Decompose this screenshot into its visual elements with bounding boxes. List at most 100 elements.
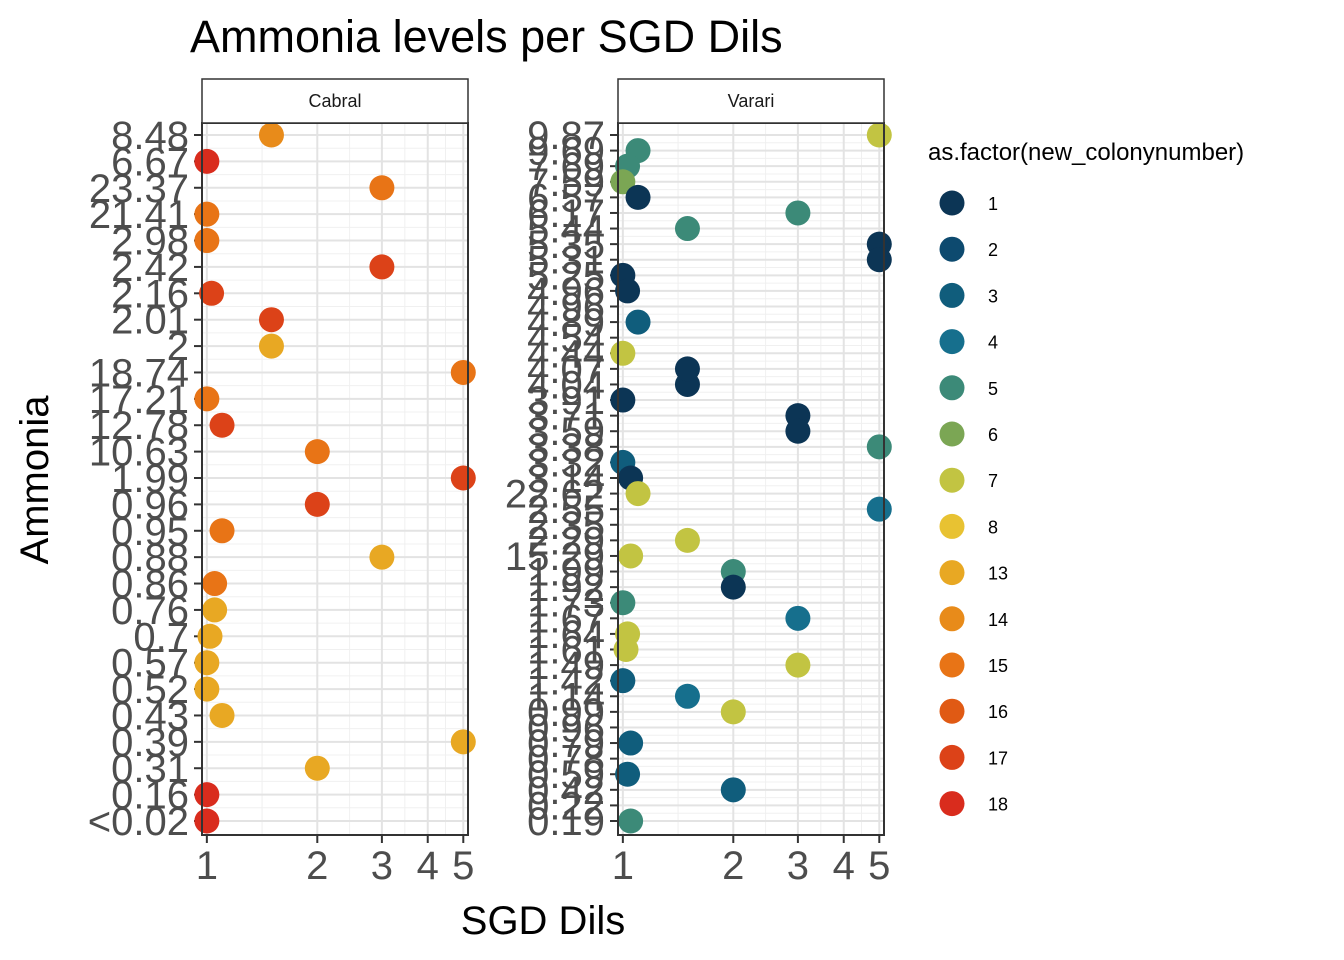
data-point bbox=[785, 605, 811, 631]
y-tick-label: 12.78 bbox=[89, 404, 189, 448]
legend-key bbox=[939, 744, 965, 770]
y-tick-label: 4.96 bbox=[527, 270, 605, 314]
data-point bbox=[625, 481, 651, 507]
legend-label: 7 bbox=[988, 471, 998, 491]
data-point bbox=[209, 412, 235, 438]
data-point bbox=[674, 527, 700, 553]
y-tick-label: 9.69 bbox=[527, 130, 605, 174]
data-point bbox=[625, 184, 651, 210]
x-tick-label: 2 bbox=[306, 844, 328, 888]
y-tick-label: 1.92 bbox=[527, 566, 605, 610]
data-point bbox=[202, 597, 228, 623]
x-tick-label: 2 bbox=[722, 844, 744, 888]
y-tick-label: 0.96 bbox=[527, 706, 605, 750]
x-tick-label: 4 bbox=[417, 844, 439, 888]
data-point bbox=[258, 122, 284, 148]
y-tick-label: 2 bbox=[167, 325, 189, 369]
y-tick-label: 0.31 bbox=[111, 747, 189, 791]
panels: 8.486.6723.3721.412.982.422.162.01218.74… bbox=[88, 78, 892, 888]
y-tick-label: 6.67 bbox=[111, 140, 189, 184]
x-tick-label: 1 bbox=[612, 844, 634, 888]
x-tick-label: 3 bbox=[371, 844, 393, 888]
y-tick-label: 2.35 bbox=[527, 504, 605, 548]
data-point bbox=[369, 544, 395, 570]
y-tick-label: 0.79 bbox=[527, 722, 605, 766]
y-tick-label: 0.76 bbox=[111, 589, 189, 633]
y-tick-label: 0.52 bbox=[111, 668, 189, 712]
y-tick-label: 2.01 bbox=[111, 299, 189, 343]
y-tick-label: 3.91 bbox=[527, 379, 605, 423]
data-point bbox=[369, 254, 395, 280]
strip bbox=[201, 78, 469, 124]
y-tick-label: 0.57 bbox=[111, 642, 189, 686]
legend-title: as.factor(new_colonynumber) bbox=[928, 139, 1244, 166]
y-tick-label: 6.17 bbox=[527, 192, 605, 236]
y-axis-title: Ammonia bbox=[13, 395, 57, 565]
legend-key bbox=[939, 329, 965, 355]
y-tick-label: 0.42 bbox=[527, 769, 605, 813]
y-tick-label: 6.57 bbox=[527, 176, 605, 220]
y-tick-label: 4.54 bbox=[527, 317, 605, 361]
legend-key bbox=[939, 606, 965, 632]
data-point bbox=[209, 518, 235, 544]
y-tick-label: 0.99 bbox=[527, 691, 605, 735]
data-point bbox=[610, 387, 636, 413]
data-point bbox=[674, 356, 700, 382]
data-point bbox=[194, 386, 220, 412]
legend-label: 16 bbox=[988, 702, 1008, 722]
y-tick-label: 10.63 bbox=[89, 431, 189, 475]
data-point bbox=[613, 637, 639, 662]
y-tick-label: 1.42 bbox=[527, 660, 605, 704]
legend-label: 14 bbox=[988, 610, 1008, 630]
legend: as.factor(new_colonynumber) 1 2 3 4 5 6 7 8 13 14… bbox=[928, 139, 1244, 817]
data-point bbox=[610, 340, 636, 366]
y-tick-label: 22.62 bbox=[505, 473, 605, 517]
data-point bbox=[197, 623, 223, 649]
data-point bbox=[199, 280, 225, 306]
legend-key bbox=[939, 421, 965, 447]
y-tick-label: 0.88 bbox=[111, 536, 189, 580]
data-point bbox=[720, 574, 746, 600]
x-tick-label: 1 bbox=[196, 844, 218, 888]
data-point bbox=[720, 699, 746, 725]
y-tick-label: 9.87 bbox=[527, 114, 605, 158]
y-tick-label: 1.61 bbox=[527, 629, 605, 673]
strip bbox=[617, 78, 885, 124]
strip-label: Cabral bbox=[308, 91, 361, 111]
data-point bbox=[618, 543, 644, 569]
chart-title: Ammonia levels per SGD Dils bbox=[190, 11, 783, 62]
y-tick-label: 2.55 bbox=[527, 488, 605, 532]
data-point bbox=[674, 683, 700, 709]
data-point bbox=[194, 228, 220, 254]
data-point bbox=[258, 307, 284, 333]
data-point bbox=[785, 418, 811, 444]
legend-label: 4 bbox=[988, 333, 998, 353]
y-tick-label: 18.74 bbox=[89, 351, 189, 395]
legend-key bbox=[939, 375, 965, 401]
y-tick-label: 23.37 bbox=[89, 167, 189, 211]
legend-label: 17 bbox=[988, 748, 1008, 768]
y-tick-label: 0.95 bbox=[111, 510, 189, 554]
x-axis-title: SGD Dils bbox=[461, 899, 625, 943]
y-tick-label: 3.71 bbox=[527, 395, 605, 439]
data-point bbox=[304, 491, 330, 517]
y-tick-label: 4.44 bbox=[527, 332, 605, 376]
data-point bbox=[720, 777, 746, 803]
y-tick-label: 2.16 bbox=[111, 272, 189, 316]
data-point bbox=[369, 175, 395, 201]
legend-key bbox=[939, 282, 965, 308]
y-tick-label: 8.48 bbox=[111, 114, 189, 158]
y-tick-label: 0.22 bbox=[527, 784, 605, 828]
data-point bbox=[615, 278, 641, 304]
y-tick-label: 4.89 bbox=[527, 301, 605, 345]
data-point bbox=[610, 668, 636, 694]
y-tick-label: 0.96 bbox=[111, 483, 189, 527]
y-tick-label: 4.96 bbox=[527, 286, 605, 330]
data-point bbox=[625, 309, 651, 335]
y-tick-label: 7.59 bbox=[527, 161, 605, 205]
y-tick-label: 0.59 bbox=[527, 753, 605, 797]
data-point bbox=[610, 590, 636, 616]
legend-key bbox=[939, 236, 965, 262]
data-point bbox=[202, 571, 228, 597]
data-point bbox=[258, 333, 284, 359]
